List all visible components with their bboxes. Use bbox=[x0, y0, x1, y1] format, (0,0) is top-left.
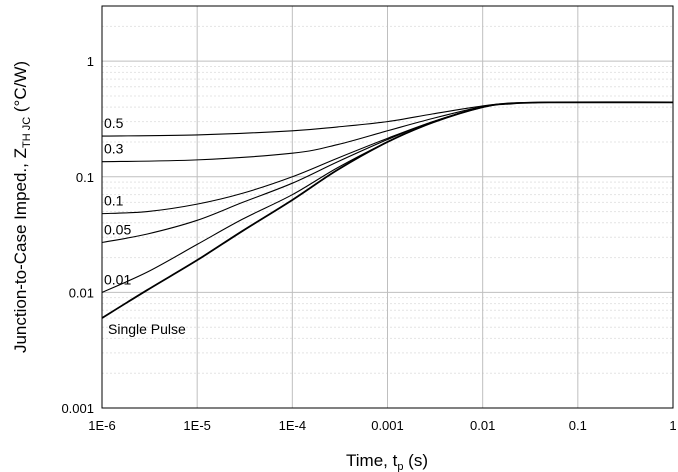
x-tick-label: 1 bbox=[669, 418, 676, 433]
plot-frame bbox=[101, 5, 674, 409]
y-tick-label: 0.1 bbox=[76, 170, 94, 185]
x-tick-labels: 1E-6 1E-5 1E-4 0.001 0.01 0.1 1 bbox=[88, 418, 676, 433]
y-axis-label: Junction-to-Case Imped., ZTH JC (°C/W) bbox=[11, 61, 33, 353]
x-tick-label: 0.1 bbox=[569, 418, 587, 433]
curve-label: 0.3 bbox=[104, 141, 124, 157]
x-tick-label: 0.001 bbox=[371, 418, 404, 433]
curve-label: 0.1 bbox=[104, 193, 124, 209]
x-tick-label: 1E-4 bbox=[279, 418, 306, 433]
x-axis-label-subscript: p bbox=[397, 461, 403, 472]
y-tick-label: 0.01 bbox=[69, 285, 94, 300]
curve-label: 0.01 bbox=[104, 271, 131, 287]
x-tick-label: 0.01 bbox=[470, 418, 495, 433]
curve-labels: 0.5 0.3 0.1 0.05 0.01 Single Pulse bbox=[104, 115, 186, 337]
x-tick-label: 1E-5 bbox=[183, 418, 210, 433]
series-line-single-pulse bbox=[101, 101, 674, 319]
curves bbox=[101, 101, 674, 319]
x-axis-label: Time, tp (s) bbox=[346, 451, 428, 472]
x-tick-label: 1E-6 bbox=[88, 418, 115, 433]
y-tick-label: 0.001 bbox=[61, 401, 94, 416]
y-tick-labels: 0.001 0.01 0.1 1 bbox=[61, 54, 94, 416]
curve-label: 0.05 bbox=[104, 222, 131, 238]
x-axis-label-unit: (s) bbox=[403, 451, 428, 470]
y-tick-label: 1 bbox=[87, 54, 94, 69]
y-axis-label-subscript: TH JC bbox=[21, 117, 33, 148]
curve-label: Single Pulse bbox=[108, 321, 186, 337]
y-axis-label-unit: (°C/W) bbox=[11, 61, 30, 117]
curve-label: 0.5 bbox=[104, 115, 124, 131]
